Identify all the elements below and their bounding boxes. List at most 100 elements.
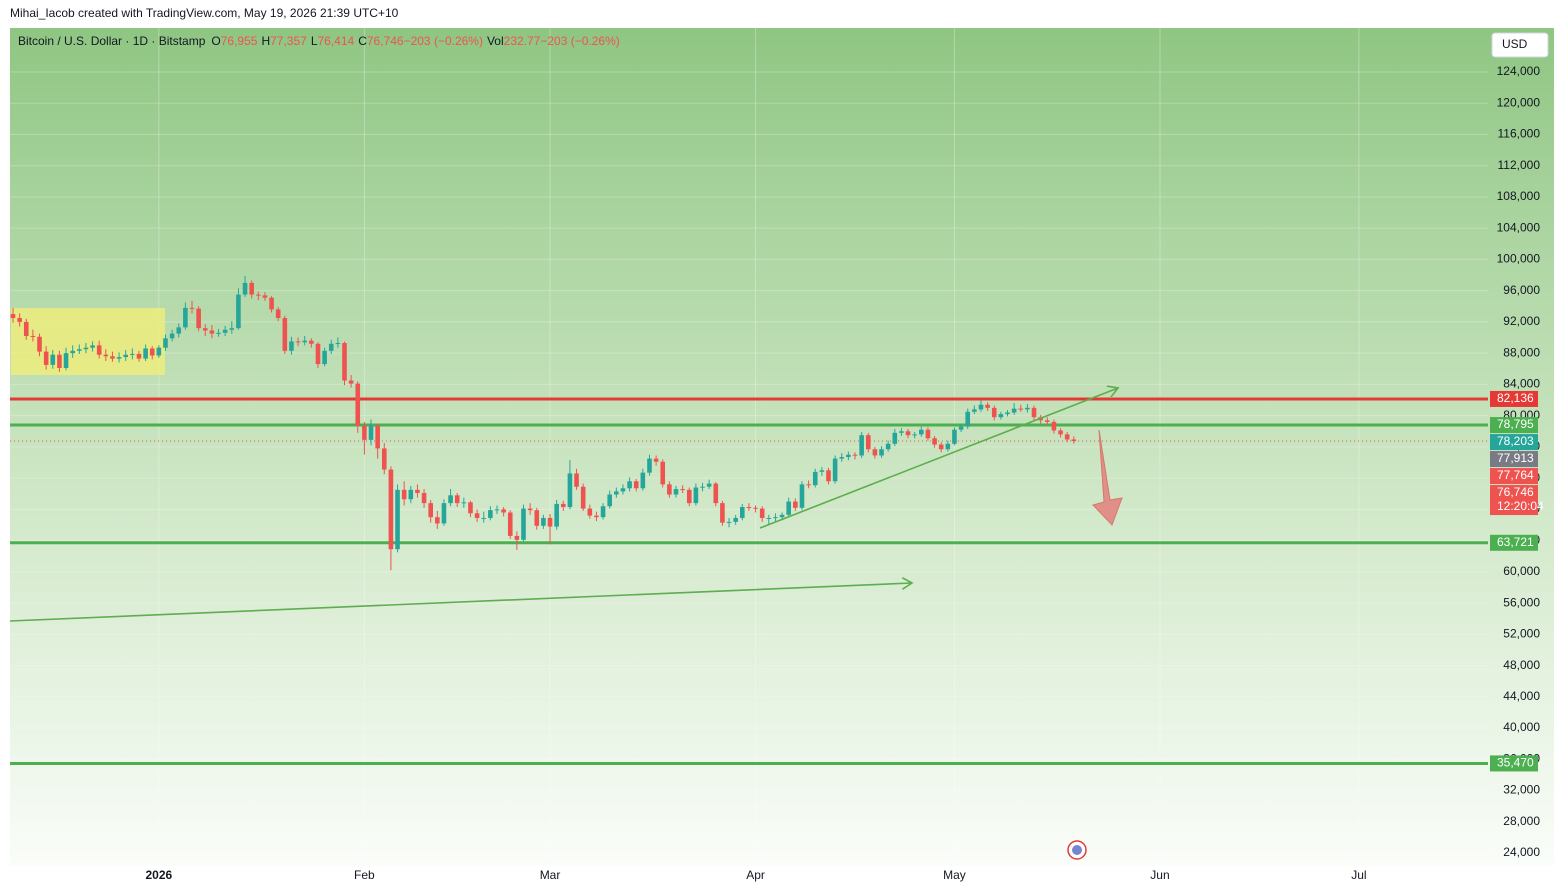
candle-body: [574, 473, 579, 487]
candle-body: [408, 489, 414, 500]
y-tick-label: 112,000: [1498, 158, 1541, 172]
candle-body: [302, 340, 308, 343]
candle-body: [37, 336, 42, 352]
candle-body: [899, 431, 904, 433]
candle-body: [620, 488, 626, 492]
candle-body: [885, 443, 891, 450]
price-badge-label: 77,913: [1497, 451, 1534, 465]
candle-body: [96, 345, 102, 355]
candle-body: [262, 295, 268, 298]
legend-value: 76,955: [221, 34, 258, 48]
candle-body: [494, 509, 500, 511]
candle-body: [1071, 439, 1077, 442]
candle-body: [806, 484, 811, 486]
candle-body: [991, 407, 997, 418]
candle-body: [779, 514, 785, 518]
candle-body: [355, 383, 361, 426]
candle-body: [607, 494, 612, 507]
candle-body: [50, 354, 56, 365]
candle-body: [216, 332, 221, 334]
trend-arrow: [9, 583, 912, 622]
candle-body: [415, 489, 420, 493]
candle-body: [912, 434, 917, 436]
currency: USD: [1502, 37, 1528, 51]
candle-body: [388, 469, 394, 550]
title: Bitcoin / U.S. Dollar · 1D · Bitstamp: [18, 34, 206, 48]
y-tick-label: 84,000: [1503, 377, 1540, 391]
candle-body: [627, 481, 632, 489]
price-badge-label: 63,721: [1497, 535, 1534, 549]
candle-body: [30, 335, 36, 337]
candle-body: [461, 502, 467, 504]
price-badge-label: 78,795: [1497, 417, 1534, 431]
candle-body: [773, 517, 778, 519]
y-tick-label: 104,000: [1497, 220, 1541, 234]
candle-body: [295, 341, 301, 343]
candle-body: [136, 353, 142, 359]
candle-body: [441, 503, 447, 524]
candle-body: [726, 521, 732, 523]
y-tick-label: 120,000: [1497, 95, 1541, 109]
candle-body: [693, 487, 699, 504]
candle-body: [925, 429, 931, 439]
y-tick-label: 108,000: [1497, 189, 1541, 203]
candle-body: [189, 307, 195, 309]
legend-value: 76,746: [367, 34, 404, 48]
y-tick-label: 124,000: [1497, 64, 1541, 78]
candle-body: [43, 351, 49, 365]
candle-body: [362, 425, 367, 440]
candle-body: [488, 510, 493, 518]
candle-body: [428, 503, 433, 518]
candle-body: [673, 489, 679, 495]
legend-value: −203 (−0.26%): [540, 34, 619, 48]
candle-body: [932, 438, 937, 445]
candle-body: [342, 343, 347, 381]
candle-body: [335, 343, 341, 345]
price-badge-label: 76,746: [1497, 485, 1534, 499]
y-tick-label: 24,000: [1503, 845, 1540, 859]
candle-body: [660, 461, 666, 485]
candle-body: [315, 343, 321, 365]
y-tick-label: 116,000: [1498, 127, 1541, 141]
candle-body: [554, 503, 559, 527]
candle-body: [1005, 412, 1010, 415]
candle-body: [176, 327, 182, 334]
candle-body: [852, 454, 858, 456]
candle-body: [322, 350, 327, 365]
candle-body: [163, 338, 168, 348]
candle-body: [647, 458, 652, 473]
candle-body: [985, 404, 990, 408]
candle-body: [116, 357, 122, 359]
trend-arrow: [759, 388, 1118, 529]
candle-body: [83, 347, 89, 350]
candle-body: [328, 343, 334, 351]
candle-body: [680, 489, 685, 491]
candle-body: [269, 297, 274, 310]
y-tick-label: 96,000: [1503, 283, 1540, 297]
x-tick-label: Mar: [540, 868, 561, 882]
candle-body: [256, 294, 261, 296]
candle-body: [381, 448, 387, 470]
legend-key: L: [311, 34, 318, 48]
x-tick-label: May: [943, 868, 966, 882]
candle-body: [169, 333, 175, 339]
candle-body: [799, 484, 805, 508]
credit: Mihai_Iacob created with TradingView.com…: [10, 6, 399, 20]
candle-body: [395, 489, 400, 550]
candle-body: [229, 328, 235, 330]
y-tick-label: 52,000: [1503, 627, 1540, 641]
candle-body: [1031, 407, 1037, 418]
y-tick-label: 28,000: [1503, 814, 1540, 828]
candle-body: [793, 501, 798, 508]
candle-body: [587, 508, 593, 516]
countdown: 12:20:04: [1497, 499, 1544, 513]
currency-button[interactable]: [1491, 32, 1549, 58]
candle-body: [527, 508, 533, 511]
candle-body: [242, 282, 248, 295]
price-badge: [1490, 390, 1538, 407]
candle-body: [143, 348, 148, 359]
legend-value: 77,357: [270, 34, 307, 48]
candle-body: [653, 458, 659, 462]
legend-value: −203 (−0.26%): [404, 34, 483, 48]
